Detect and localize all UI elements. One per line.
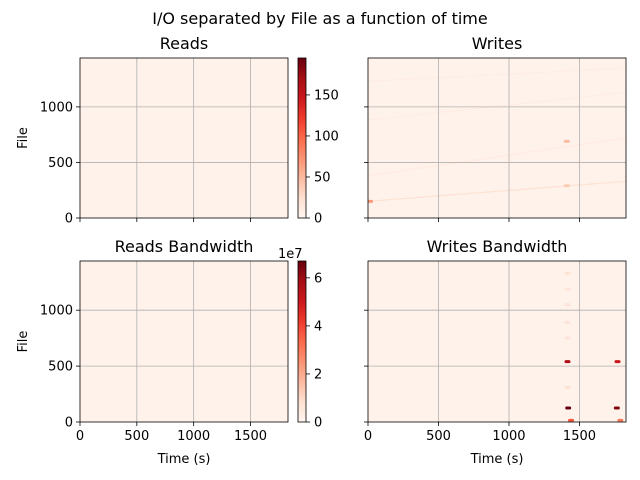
heatmap-cell	[563, 184, 570, 188]
heatmap-cell	[564, 303, 571, 307]
heatmap-cell	[568, 418, 575, 422]
x-axis-label: Time (s)	[157, 452, 211, 467]
colorbar-tick-label: 50	[314, 170, 331, 185]
x-tick-label: 0	[76, 429, 84, 444]
heatmap-cells	[368, 67, 626, 203]
heatmap-cell	[564, 287, 571, 291]
colorbar-tick-label: 4	[314, 319, 322, 334]
x-tick-label: 500	[124, 429, 149, 444]
colorbar-tick-label: 100	[314, 129, 339, 144]
axes-frame	[367, 57, 627, 219]
reads-panel: 0 500 1000 Reads File 0 50 100 150	[16, 34, 339, 227]
x-tick-label: 1500	[234, 429, 267, 444]
y-tick-label: 0	[65, 212, 73, 227]
heatmap-background	[80, 58, 288, 218]
x-tick-label: 500	[426, 429, 451, 444]
x-tick-label: 0	[364, 429, 372, 444]
y-axis-label: File	[16, 331, 31, 353]
heatmap-streak	[368, 137, 626, 177]
colorbar-tick-label: 0	[314, 416, 322, 431]
writes-bandwidth-panel: 0 500 1000 1500 Writes Bandwidth Time (s)	[364, 237, 627, 467]
panel-title: Reads	[160, 34, 209, 53]
colorbar-tick-label: 0	[314, 212, 322, 227]
axes-frame	[367, 260, 627, 423]
colorbar-tick-label: 2	[314, 367, 322, 382]
y-tick-label: 1000	[40, 304, 73, 319]
heatmap-cell	[614, 360, 621, 364]
subplot-grid: 0 500 1000 Reads File 0 50 100 150 Writes 0 500 1000…	[16, 34, 627, 467]
x-tick-label: 1000	[492, 429, 525, 444]
y-axis-label: File	[16, 127, 31, 149]
figure-title: I/O separated by File as a function of t…	[152, 9, 487, 28]
heatmap-cells	[564, 271, 624, 422]
x-tick-label: 1500	[563, 429, 596, 444]
reads-bandwidth-panel: 0 500 1000 1500 0 500 1000 Reads Bandwidth Time …	[16, 237, 322, 467]
heatmap-background	[368, 58, 626, 218]
panel-title: Writes	[472, 34, 523, 53]
y-tick-label: 0	[65, 416, 73, 431]
heatmap-cell	[565, 406, 572, 410]
y-tick-label: 500	[48, 360, 73, 375]
colorbar-frame	[297, 57, 307, 219]
heatmap-streak	[368, 67, 626, 82]
heatmap-streak	[368, 180, 626, 202]
colorbar-exponent-label: 1e7	[278, 247, 303, 262]
heatmap-cell	[564, 271, 571, 275]
colorbar-tick-label: 150	[314, 88, 339, 103]
writes-panel: Writes	[364, 34, 627, 222]
heatmap-cell	[613, 406, 620, 410]
colorbar-gradient	[298, 58, 306, 218]
x-axis-label: Time (s)	[470, 452, 524, 467]
colorbar-tick-label: 6	[314, 271, 322, 286]
axes-frame	[79, 57, 289, 219]
y-tick-label: 500	[48, 156, 73, 171]
axes-frame	[79, 260, 289, 423]
heatmap-cell	[564, 320, 571, 324]
x-tick-label: 1000	[177, 429, 210, 444]
colorbar: 0 2 4 6 1e7	[278, 247, 322, 431]
heatmap-cell	[563, 139, 570, 143]
panel-title: Reads Bandwidth	[115, 237, 254, 256]
colorbar: 0 50 100 150	[297, 57, 339, 227]
colorbar-gradient	[298, 261, 306, 422]
heatmap-cell	[564, 336, 571, 340]
heatmap-cell	[368, 199, 374, 203]
heatmap-background	[368, 261, 626, 422]
heatmap-background	[80, 261, 288, 422]
heatmap-cell	[617, 418, 624, 422]
heatmap-cell	[564, 360, 571, 364]
panel-title: Writes Bandwidth	[427, 237, 568, 256]
colorbar-frame	[297, 260, 307, 423]
y-tick-label: 1000	[40, 100, 73, 115]
heatmap-streak	[368, 91, 626, 121]
heatmap-cell	[564, 385, 571, 389]
